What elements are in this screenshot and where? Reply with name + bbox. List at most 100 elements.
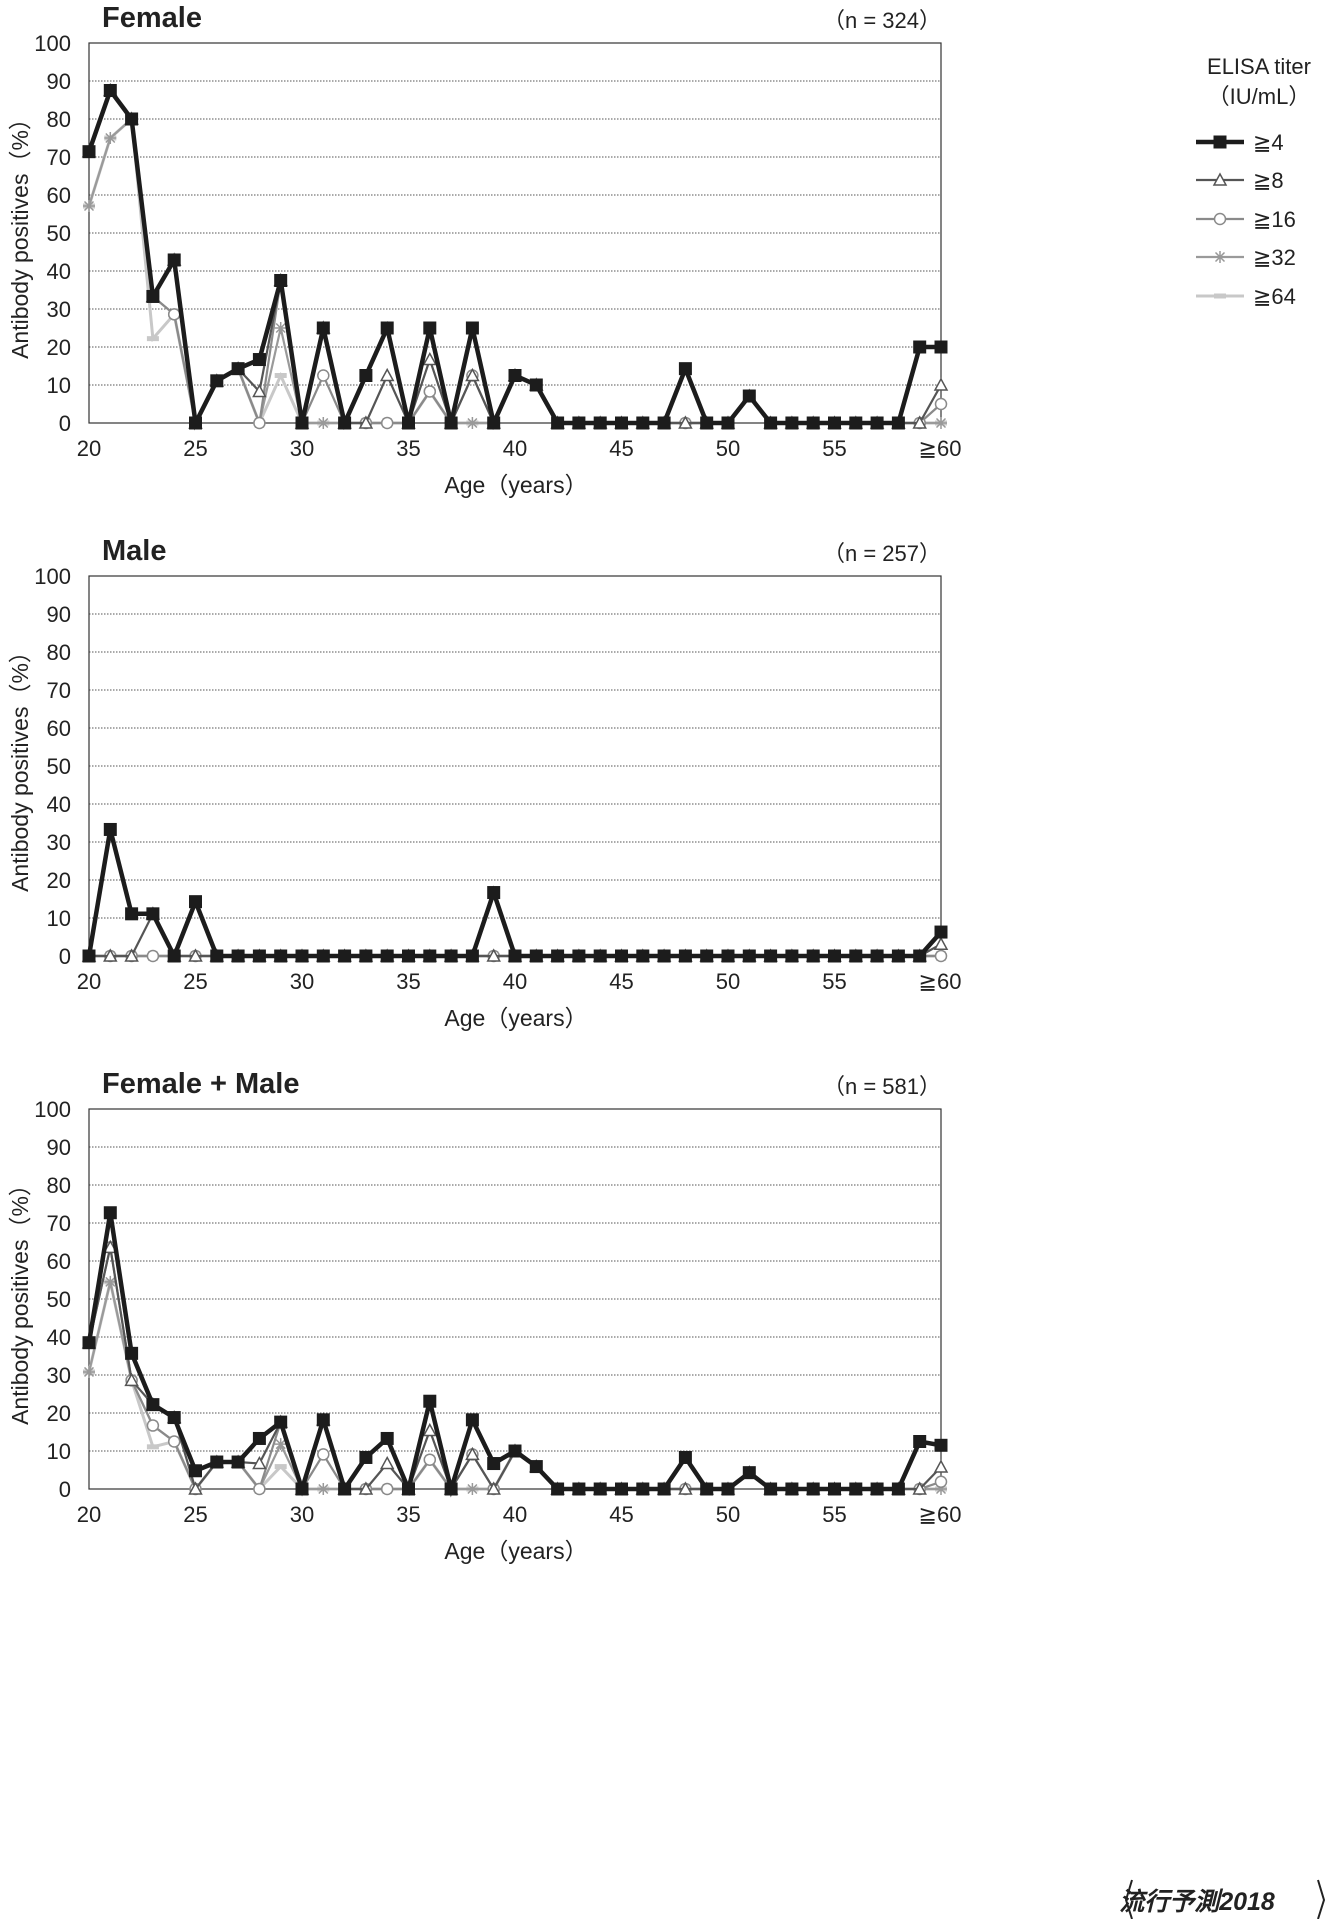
y-axis-label: Antibody positives（%） <box>7 1173 33 1425</box>
data-point-ge8 <box>188 1481 203 1495</box>
data-point-ge8 <box>358 415 374 429</box>
data-point-ge4 <box>252 1431 266 1445</box>
y-tick-label: 50 <box>47 1287 71 1312</box>
data-point-ge8 <box>252 1455 267 1470</box>
data-point-ge4 <box>189 895 202 909</box>
data-point-ge4 <box>82 145 96 159</box>
y-tick-label: 10 <box>47 906 71 931</box>
data-point-ge4 <box>891 416 905 430</box>
data-point-ge8 <box>933 377 949 391</box>
footer-bracket-right <box>1317 1879 1326 1919</box>
data-point-ge4 <box>189 416 202 430</box>
data-point-ge4 <box>657 1482 671 1496</box>
data-point-ge8 <box>678 415 693 429</box>
legend-label-ge64: ≧64 <box>1253 284 1296 309</box>
y-tick-label: 90 <box>47 602 71 627</box>
x-tick-label: 50 <box>716 1502 740 1527</box>
legend-item-ge32: ≧32 <box>1196 245 1296 270</box>
y-tick-label: 50 <box>47 221 71 246</box>
data-point-ge4 <box>828 949 841 963</box>
y-tick-label: 10 <box>47 373 71 398</box>
data-point-ge4 <box>700 949 714 963</box>
legend-label-ge32: ≧32 <box>1253 245 1296 270</box>
footer-text: 流行予測2018 <box>1119 1888 1275 1916</box>
data-point-ge4 <box>487 886 501 900</box>
data-point-ge4 <box>487 416 501 430</box>
data-point-ge4 <box>678 362 692 376</box>
data-point-ge4 <box>508 949 522 963</box>
data-point-ge4 <box>551 416 565 430</box>
data-point-ge4 <box>444 1482 458 1496</box>
data-point-ge32 <box>935 417 947 429</box>
data-point-ge4 <box>210 1455 224 1469</box>
data-point-ge4 <box>146 1398 160 1412</box>
data-point-ge8 <box>379 367 395 382</box>
y-tick-label: 20 <box>47 868 71 893</box>
y-tick-label: 100 <box>34 31 71 56</box>
data-point-ge4 <box>252 353 266 367</box>
x-tick-label: 20 <box>77 1502 101 1527</box>
data-point-ge4 <box>103 84 117 97</box>
legend-label-ge16: ≧16 <box>1253 207 1296 232</box>
data-point-ge32 <box>466 417 479 429</box>
y-tick-label: 80 <box>47 1173 71 1198</box>
data-point-ge4 <box>508 1444 522 1458</box>
x-tick-label: ≧60 <box>919 1502 962 1527</box>
data-point-ge16 <box>423 1453 437 1466</box>
legend-item-ge64: ≧64 <box>1196 284 1296 309</box>
data-point-ge4 <box>82 1336 96 1350</box>
legend-unit: （IU/mL） <box>1208 84 1311 109</box>
x-tick-label: 30 <box>290 436 314 461</box>
y-tick-label: 30 <box>47 1363 71 1388</box>
data-point-ge4 <box>678 949 692 963</box>
x-tick-label: 30 <box>290 969 314 994</box>
data-point-ge16 <box>146 949 160 963</box>
data-point-ge32 <box>104 1275 117 1288</box>
x-tick-label: 40 <box>503 1502 527 1527</box>
data-point-ge4 <box>465 949 479 963</box>
data-point-ge16 <box>317 369 330 382</box>
y-tick-label: 30 <box>47 297 71 322</box>
data-point-ge4 <box>295 949 309 963</box>
y-tick-label: 20 <box>47 335 71 360</box>
data-point-ge4 <box>593 1482 607 1496</box>
data-point-ge8 <box>422 351 438 366</box>
data-point-ge4 <box>167 1411 181 1425</box>
legend-marker-ge16 <box>1213 212 1227 226</box>
data-point-ge16 <box>146 1419 160 1432</box>
data-point-ge4 <box>891 1482 905 1496</box>
series-ge4 <box>82 1206 948 1498</box>
data-point-ge32 <box>317 1483 330 1495</box>
data-point-ge8 <box>912 415 927 429</box>
data-point-ge4 <box>870 416 884 430</box>
data-point-ge32 <box>274 1438 287 1451</box>
sample-size-label: （n = 581） <box>823 1074 941 1099</box>
data-point-ge4 <box>231 362 245 376</box>
chart-title: Male <box>102 535 166 567</box>
data-point-ge4 <box>572 416 586 430</box>
legend: ELISA titer （IU/mL） ≧4 ≧8 ≧16 ≧32 ≧64 <box>1196 54 1311 309</box>
data-point-ge4 <box>742 949 756 963</box>
data-point-ge8 <box>912 1481 927 1495</box>
data-point-ge4 <box>316 321 330 335</box>
data-point-ge8 <box>422 1422 438 1437</box>
data-point-ge8 <box>486 948 501 962</box>
data-point-ge4 <box>465 321 479 335</box>
x-tick-label: 20 <box>77 436 101 461</box>
chart-panel-2: 0 10 20 30 40 50 60 70 80 90 100 20 25 30 35 40 45 50 55 ≧6… <box>7 535 961 1031</box>
data-point-ge4 <box>806 416 820 430</box>
x-tick-label: 25 <box>183 436 207 461</box>
x-tick-label: 45 <box>609 1502 633 1527</box>
y-tick-label: 60 <box>47 1249 71 1274</box>
x-tick-label: 20 <box>77 969 101 994</box>
x-tick-label: 55 <box>822 1502 846 1527</box>
data-point-ge4 <box>252 949 266 963</box>
data-point-ge4 <box>167 949 181 963</box>
data-point-ge4 <box>764 416 778 430</box>
data-point-ge4 <box>721 1482 735 1496</box>
data-point-ge4 <box>146 907 160 921</box>
series-ge4 <box>82 84 948 431</box>
data-point-ge8 <box>379 1455 395 1470</box>
data-point-ge4 <box>189 1464 202 1478</box>
y-tick-label: 90 <box>47 69 71 94</box>
